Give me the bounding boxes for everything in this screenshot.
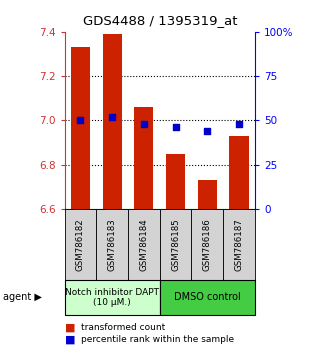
Point <box>78 118 83 123</box>
Text: GDS4488 / 1395319_at: GDS4488 / 1395319_at <box>83 14 238 27</box>
Text: GSM786184: GSM786184 <box>139 218 148 271</box>
Bar <box>229 136 249 209</box>
Bar <box>96 209 128 280</box>
Bar <box>160 209 191 280</box>
Bar <box>65 280 160 315</box>
Text: GSM786186: GSM786186 <box>203 218 212 271</box>
Text: ■: ■ <box>65 322 75 332</box>
Bar <box>103 34 122 209</box>
Point <box>141 121 147 127</box>
Bar <box>160 280 255 315</box>
Text: Notch inhibitor DAPT
(10 μM.): Notch inhibitor DAPT (10 μM.) <box>65 288 159 307</box>
Text: transformed count: transformed count <box>81 323 166 332</box>
Text: GSM786183: GSM786183 <box>108 218 117 271</box>
Point <box>173 125 178 130</box>
Point <box>236 121 242 127</box>
Bar <box>198 180 217 209</box>
Bar <box>134 107 153 209</box>
Bar <box>223 209 255 280</box>
Text: GSM786185: GSM786185 <box>171 218 180 271</box>
Bar <box>71 47 90 209</box>
Text: agent ▶: agent ▶ <box>3 292 42 302</box>
Text: DMSO control: DMSO control <box>174 292 241 302</box>
Bar <box>166 154 185 209</box>
Text: GSM786182: GSM786182 <box>76 218 85 271</box>
Text: percentile rank within the sample: percentile rank within the sample <box>81 335 234 344</box>
Text: GSM786187: GSM786187 <box>234 218 244 271</box>
Bar <box>65 209 96 280</box>
Bar <box>128 209 160 280</box>
Bar <box>191 209 223 280</box>
Point <box>110 114 115 120</box>
Point <box>205 128 210 134</box>
Text: ■: ■ <box>65 335 75 345</box>
